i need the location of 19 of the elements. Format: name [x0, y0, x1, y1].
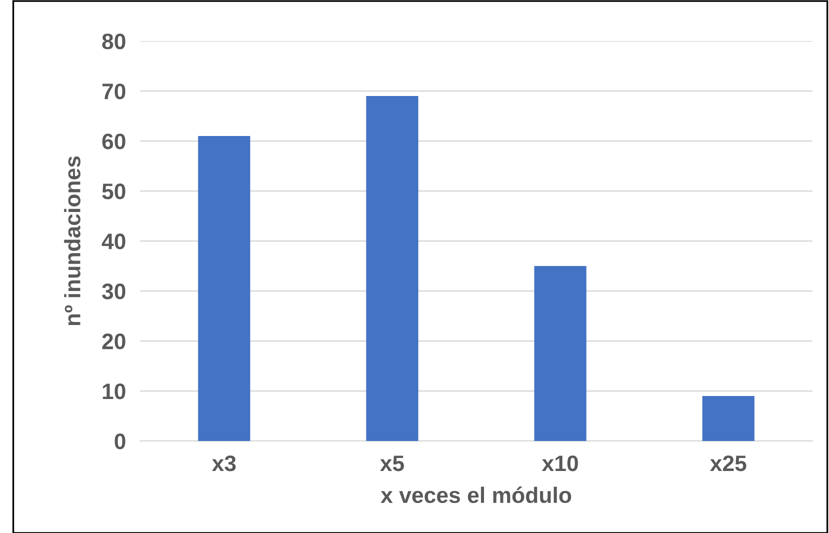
y-tick-label: 80: [102, 34, 126, 50]
y-tick-label: 40: [102, 234, 126, 250]
y-tick-label: 10: [102, 384, 126, 400]
bar: [366, 96, 418, 442]
y-tick-label: 20: [102, 334, 126, 350]
bar: [534, 266, 586, 442]
y-tick-label: 30: [102, 284, 126, 300]
x-tick-label: x3: [212, 455, 236, 472]
bar: [198, 136, 250, 442]
x-tick-label: x5: [380, 456, 404, 472]
x-tick-label: x25: [710, 455, 746, 472]
x-axis-title: x veces el módulo: [380, 486, 572, 504]
y-tick-label: 50: [102, 184, 126, 200]
y-axis-title: nº inundaciones: [64, 156, 80, 326]
y-tick-label: 70: [102, 84, 126, 100]
y-tick-label: 0: [114, 434, 126, 450]
x-tick-label: x10: [542, 455, 578, 472]
y-tick-label: 60: [102, 134, 126, 150]
bar: [702, 396, 754, 442]
